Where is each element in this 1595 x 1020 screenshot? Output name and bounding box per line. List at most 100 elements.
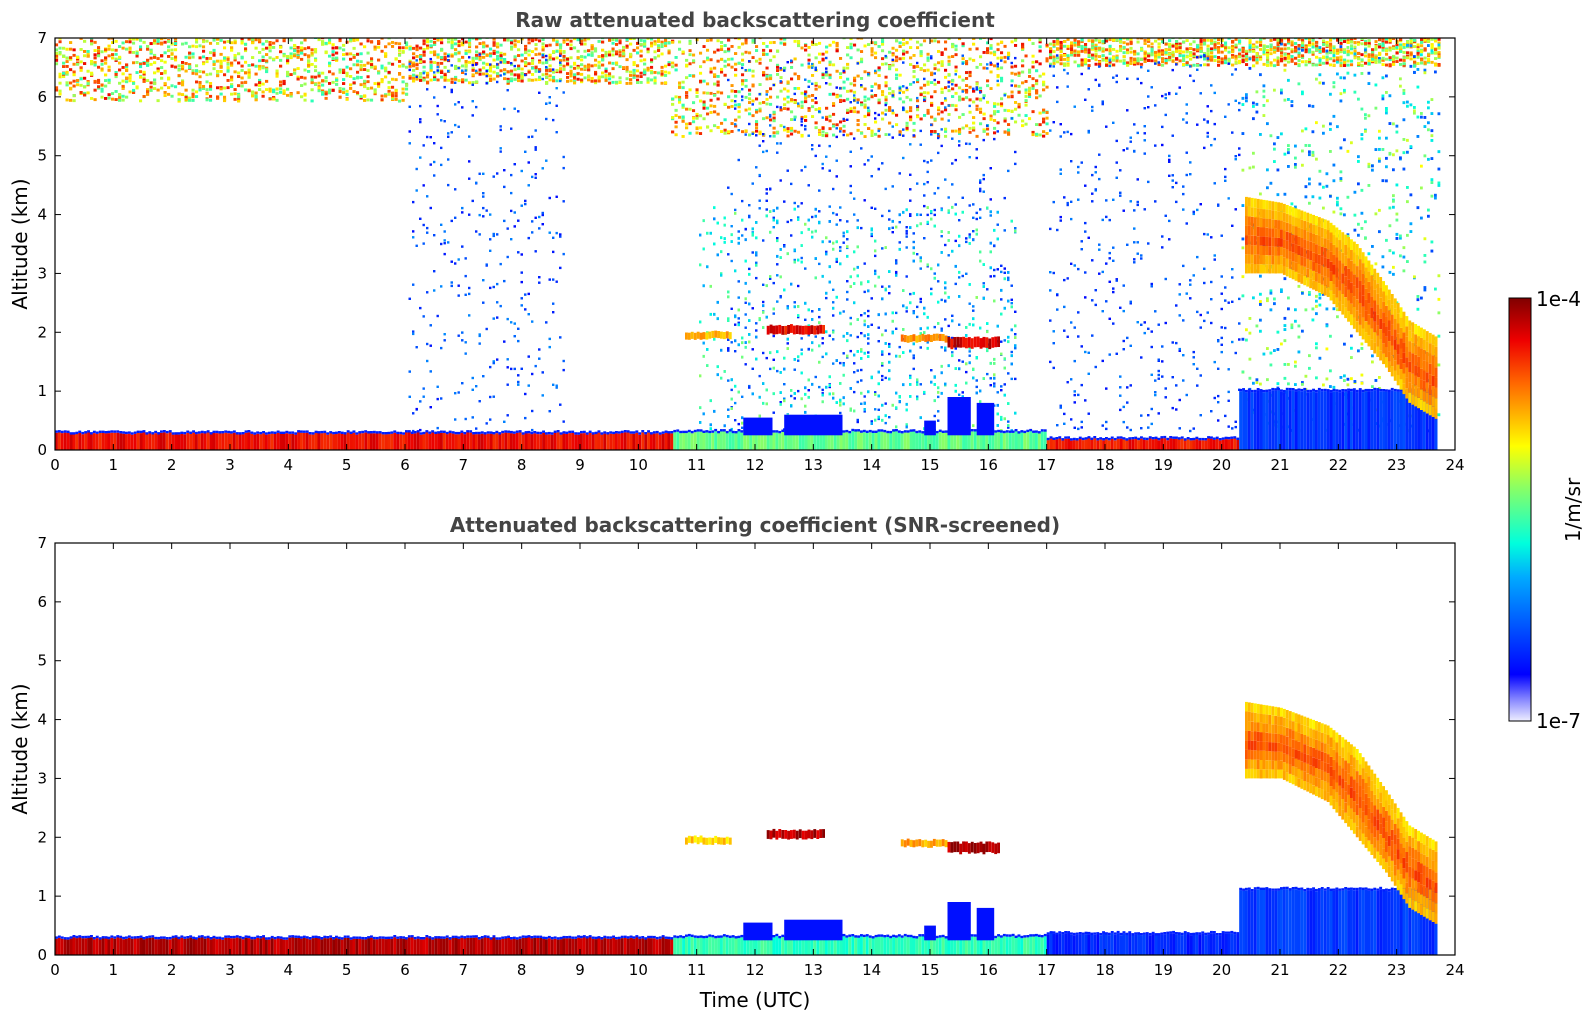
noise-pixel (254, 64, 258, 68)
noise-pixel (1035, 89, 1039, 93)
noise-pixel (1070, 51, 1074, 54)
noise-pixel (891, 136, 894, 139)
noise-pixel (482, 279, 485, 282)
noise-pixel (825, 296, 828, 300)
noise-pixel (118, 68, 122, 72)
noise-pixel (1059, 40, 1063, 44)
noise-pixel (926, 161, 929, 164)
noise-pixel (898, 354, 901, 358)
noise-pixel (702, 341, 705, 345)
noise-pixel (244, 47, 248, 51)
noise-pixel (884, 342, 887, 345)
noise-pixel (814, 97, 817, 100)
noise-pixel (506, 79, 510, 83)
noise-pixel (723, 44, 727, 47)
noise-pixel (916, 99, 920, 103)
noise-pixel (1000, 104, 1004, 108)
noise-pixel (825, 134, 829, 138)
noise-pixel (842, 117, 845, 121)
noise-pixel (1073, 390, 1076, 393)
noise-pixel (783, 97, 787, 101)
noise-pixel (996, 65, 999, 68)
noise-pixel (433, 40, 437, 44)
noise-pixel (751, 39, 755, 42)
noise-pixel (874, 391, 877, 394)
noise-pixel (947, 254, 950, 257)
noise-pixel (576, 38, 580, 42)
noise-pixel (475, 38, 479, 41)
noise-pixel (93, 40, 97, 44)
noise-pixel (867, 127, 871, 130)
noise-pixel (426, 226, 429, 230)
noise-pixel (573, 46, 577, 50)
noise-pixel (317, 38, 321, 42)
noise-pixel (216, 96, 220, 100)
noise-pixel (426, 135, 429, 139)
noise-pixel (1010, 328, 1013, 332)
noise-pixel (909, 63, 913, 66)
noise-pixel (482, 215, 485, 218)
noise-pixel (1161, 57, 1165, 61)
noise-pixel (226, 58, 230, 61)
noise-pixel (1105, 125, 1108, 128)
noise-pixel (156, 41, 160, 45)
noise-pixel (730, 341, 733, 344)
noise-pixel (1003, 196, 1006, 200)
noise-pixel (1045, 85, 1049, 89)
noise-pixel (254, 98, 258, 102)
noise-pixel (685, 58, 689, 62)
noise-pixel (898, 87, 901, 90)
noise-pixel (114, 48, 118, 52)
noise-pixel (839, 127, 843, 131)
noise-pixel (1052, 74, 1055, 77)
noise-pixel (888, 65, 892, 68)
noise-pixel (426, 231, 429, 234)
noise-pixel (702, 60, 706, 64)
noise-pixel (107, 81, 111, 85)
noise-pixel (877, 382, 880, 386)
noise-pixel (912, 310, 915, 313)
noise-pixel (996, 324, 999, 328)
noise-pixel (1070, 132, 1073, 136)
noise-pixel (1035, 82, 1039, 86)
noise-pixel (419, 72, 423, 75)
noise-pixel (947, 324, 950, 328)
noise-pixel (989, 114, 993, 118)
noise-pixel (1070, 53, 1074, 57)
noise-pixel (961, 90, 964, 93)
noise-pixel (482, 195, 485, 198)
noise-pixel (615, 38, 619, 42)
noise-pixel (881, 93, 885, 97)
noise-pixel (1105, 59, 1109, 63)
noise-pixel (664, 70, 668, 74)
noise-pixel (569, 71, 573, 75)
noise-pixel (713, 337, 716, 341)
noise-pixel (1014, 64, 1018, 68)
noise-pixel (888, 109, 892, 112)
noise-pixel (709, 104, 713, 108)
noise-pixel (1084, 50, 1088, 54)
noise-pixel (790, 219, 793, 222)
noise-pixel (475, 80, 479, 84)
noise-pixel (1098, 46, 1102, 50)
noise-pixel (566, 57, 570, 61)
noise-pixel (303, 68, 307, 72)
noise-pixel (828, 92, 832, 96)
noise-pixel (391, 62, 395, 66)
noise-pixel (681, 119, 685, 123)
noise-pixel (944, 346, 947, 350)
noise-pixel (765, 315, 768, 319)
noise-pixel (492, 232, 495, 236)
noise-pixel (104, 73, 108, 77)
noise-pixel (310, 88, 314, 92)
noise-pixel (1010, 110, 1014, 113)
noise-pixel (996, 391, 999, 394)
noise-pixel (1066, 38, 1070, 41)
noise-pixel (947, 196, 950, 199)
noise-pixel (125, 40, 129, 44)
noise-pixel (1042, 130, 1046, 134)
noise-pixel (471, 199, 474, 203)
noise-pixel (867, 280, 870, 284)
noise-pixel (457, 66, 460, 70)
noise-pixel (198, 88, 202, 92)
